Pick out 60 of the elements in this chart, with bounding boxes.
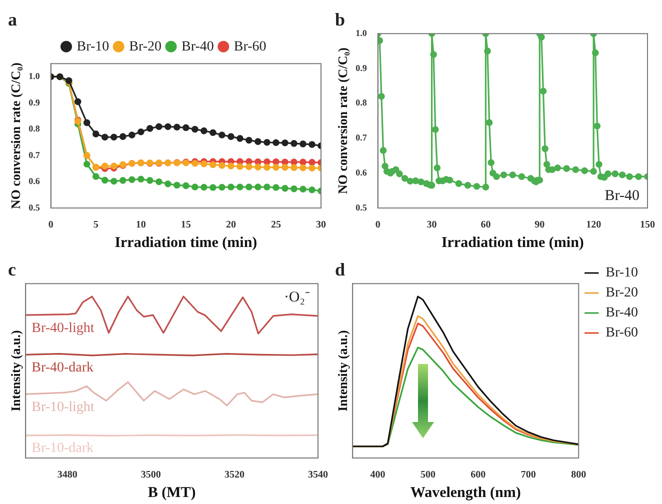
x-axis-title: Wavelength (nm) (410, 484, 521, 501)
x-tick-label: 800 (571, 470, 586, 481)
annotation: ·O₂⁻ (284, 290, 310, 306)
x-tick-label: 3520 (224, 470, 244, 481)
x-tick-label: 30 (316, 220, 326, 231)
x-tick-label: 10 (136, 220, 146, 231)
legend-label: Br-10 (76, 39, 110, 54)
y-axis-title: NO conversion rate (C/C₀) (335, 48, 350, 194)
y-tick-label: 0.6 (356, 167, 368, 178)
x-tick-label: 3480 (57, 470, 78, 481)
legend-label: Br-60 (234, 39, 266, 54)
legend-label: Br-40 (606, 306, 638, 321)
y-axis-title: NO conversion rate (C/C₀) (8, 62, 24, 210)
y-tick-label: 0.9 (356, 62, 368, 73)
x-tick-label: 700 (520, 470, 536, 481)
legend-label: Br-20 (129, 39, 162, 54)
x-tick-label: 20 (226, 220, 236, 231)
x-tick-label: 120 (586, 220, 602, 231)
x-tick-label: 400 (370, 470, 386, 481)
y-axis-title: Intensity (a.u.) (8, 330, 24, 412)
x-tick-label: 0 (48, 220, 54, 231)
series-label: Br-10-light (32, 400, 94, 415)
chart-title: c (8, 259, 16, 280)
x-tick-label: 15 (180, 220, 191, 231)
y-tick-label: 0.7 (356, 132, 368, 143)
x-tick-label: 150 (640, 220, 655, 231)
y-tick-label: 0.8 (28, 124, 40, 134)
x-tick-label: 5 (93, 220, 98, 231)
x-axis-title: B (MT) (148, 484, 196, 501)
x-tick-label: 500 (420, 470, 436, 481)
y-tick-label: 0.8 (356, 98, 368, 108)
x-axis-title: Irradiation time (min) (114, 234, 258, 251)
y-tick-label: 0.6 (28, 176, 40, 186)
y-axis-title: Intensity (a.u.) (335, 330, 350, 412)
legend-label: Br-40 (182, 39, 214, 54)
series-label: Br-40-dark (32, 360, 94, 376)
y-tick-label: 1.0 (28, 71, 40, 82)
x-axis-title: Irradiation time (min) (441, 234, 584, 251)
x-tick-label: 600 (470, 470, 486, 481)
y-tick-label: 0.9 (28, 97, 40, 108)
y-tick-label: 0.5 (28, 202, 40, 212)
x-tick-label: 90 (534, 220, 545, 231)
chart-title: b (335, 9, 346, 30)
x-tick-label: 60 (480, 220, 491, 231)
chart-title: a (8, 9, 17, 30)
x-tick-label: 30 (426, 220, 437, 231)
x-tick-label: 3540 (308, 470, 328, 481)
x-tick-label: 25 (270, 220, 281, 231)
x-tick-label: 3500 (140, 470, 161, 481)
series-label: Br-10-dark (32, 441, 94, 456)
chart-title: d (335, 259, 346, 280)
y-tick-label: 0.7 (28, 150, 40, 160)
y-tick-label: 1.0 (356, 28, 368, 38)
y-tick-label: 0.5 (356, 202, 368, 212)
series-label: Br-40-light (32, 320, 94, 336)
legend-label: Br-20 (606, 286, 638, 301)
annotation: Br-40 (604, 188, 640, 204)
x-tick-label: 0 (375, 220, 380, 231)
legend-label: Br-60 (606, 326, 638, 341)
legend-label: Br-10 (606, 266, 638, 281)
